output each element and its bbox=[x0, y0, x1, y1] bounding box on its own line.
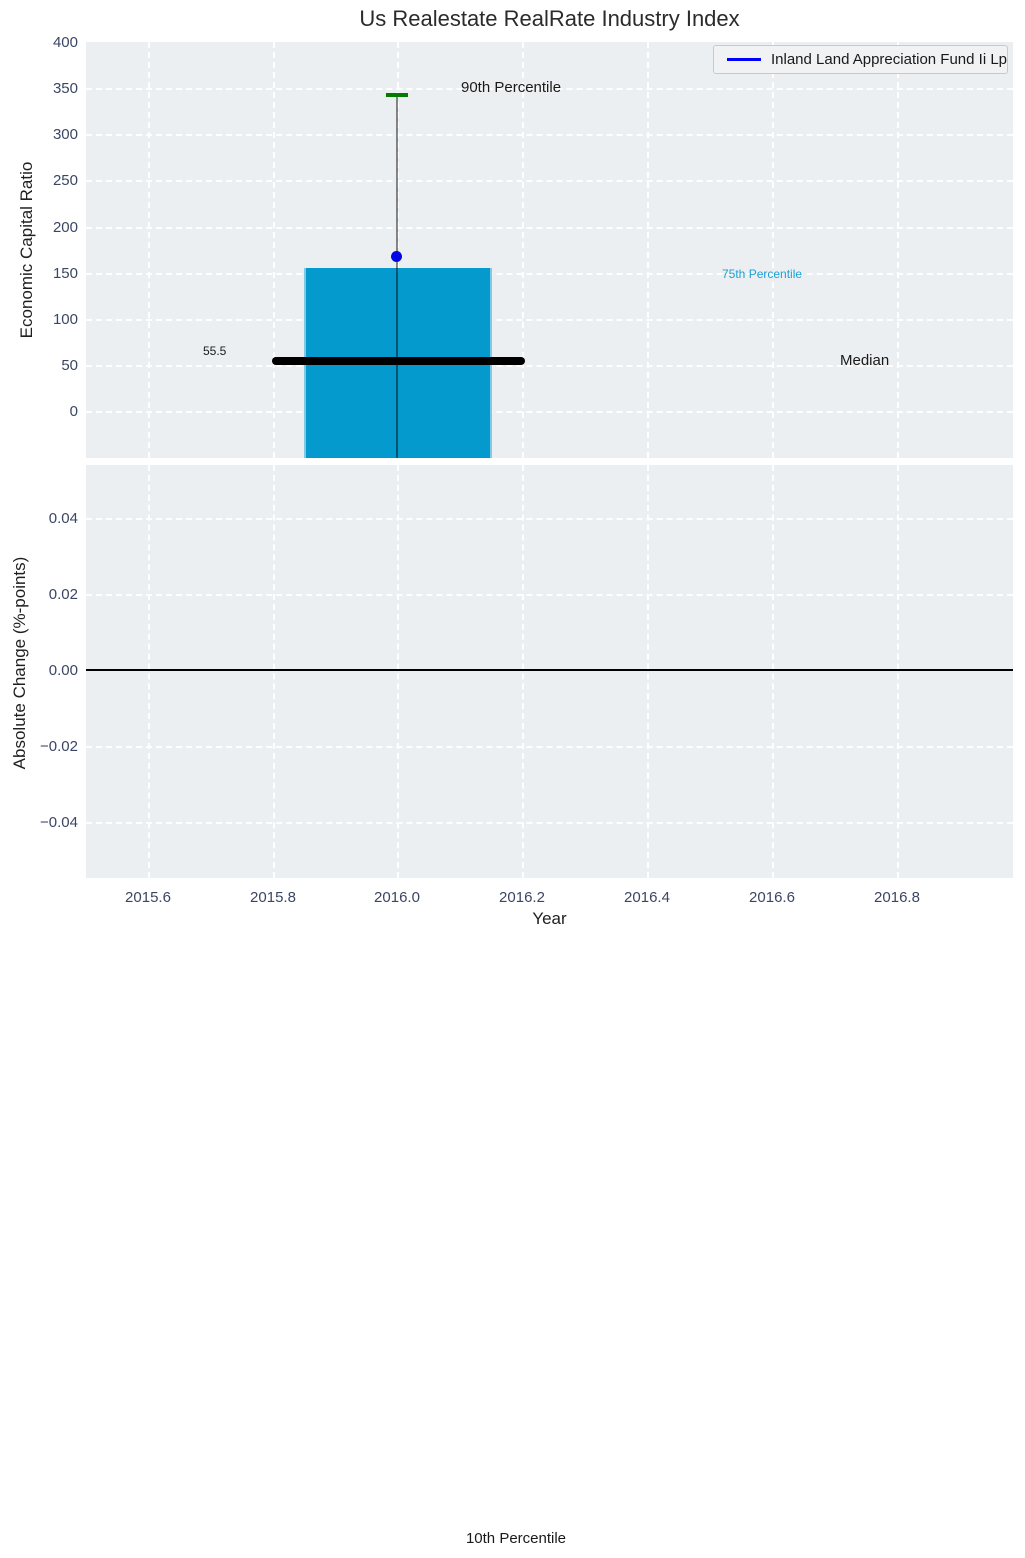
gridline bbox=[397, 42, 399, 458]
gridline bbox=[86, 365, 1013, 367]
y-tick-label: 100 bbox=[52, 311, 78, 328]
x-tick-label: 2016.8 bbox=[874, 889, 920, 906]
y-tick-label: 250 bbox=[52, 172, 78, 189]
gridline bbox=[897, 42, 899, 458]
x-tick-label: 2016.6 bbox=[749, 889, 795, 906]
gridline bbox=[86, 411, 1013, 413]
gridline bbox=[86, 273, 1013, 275]
x-tick-label: 2015.8 bbox=[250, 889, 296, 906]
y-tick-label: 0.00 bbox=[48, 662, 78, 679]
legend-line-sample bbox=[727, 58, 761, 61]
x-tick-label: 2015.6 bbox=[125, 889, 171, 906]
annotation-75th-percentile: 75th Percentile bbox=[722, 267, 803, 281]
gridline bbox=[772, 42, 774, 458]
gridline bbox=[86, 518, 1013, 520]
y-tick-label: 400 bbox=[52, 34, 78, 51]
top-plot-area bbox=[86, 42, 1013, 458]
annotation-median-value: 55.5 bbox=[203, 344, 227, 358]
legend: Inland Land Appreciation Fund Ii Lp bbox=[713, 45, 1008, 74]
annotation-10th-percentile: 10th Percentile bbox=[465, 1530, 567, 1547]
gridline bbox=[86, 822, 1013, 824]
gridline bbox=[86, 594, 1013, 596]
zero-line bbox=[86, 669, 1013, 671]
percentile-whisker-line bbox=[396, 95, 398, 458]
gridline bbox=[273, 465, 275, 878]
gridline bbox=[148, 465, 150, 878]
y-tick-label: 350 bbox=[52, 80, 78, 97]
gridline bbox=[86, 227, 1013, 229]
gridline bbox=[397, 465, 399, 878]
gridline bbox=[86, 88, 1013, 90]
x-axis-label: Year bbox=[532, 909, 567, 928]
gridline bbox=[148, 42, 150, 458]
chart-title: Us Realestate RealRate Industry Index bbox=[359, 6, 740, 31]
gridline bbox=[897, 465, 899, 878]
median-line bbox=[272, 357, 525, 365]
gridline bbox=[86, 319, 1013, 321]
annotation-median: Median bbox=[840, 352, 890, 369]
gridline bbox=[86, 746, 1013, 748]
gridline bbox=[522, 465, 524, 878]
x-tick-label: 2016.2 bbox=[499, 889, 545, 906]
y-tick-label: 50 bbox=[61, 357, 78, 374]
y-tick-label: 0 bbox=[69, 403, 78, 420]
x-tick-label: 2016.4 bbox=[624, 889, 670, 906]
gridline bbox=[86, 180, 1013, 182]
y-tick-label: 150 bbox=[52, 265, 78, 282]
gridline bbox=[772, 465, 774, 878]
y-axis-label-bottom: Absolute Change (%-points) bbox=[10, 556, 29, 770]
y-tick-label: 300 bbox=[52, 126, 78, 143]
y-tick-label: −0.04 bbox=[40, 814, 78, 831]
gridline bbox=[86, 134, 1013, 136]
90th-percentile-cap bbox=[386, 93, 408, 97]
legend-label: Inland Land Appreciation Fund Ii Lp bbox=[771, 51, 1008, 68]
y-tick-label: 200 bbox=[52, 219, 78, 236]
fund-value-marker bbox=[391, 251, 402, 262]
y-tick-label: 0.04 bbox=[48, 510, 78, 527]
y-tick-label: 0.02 bbox=[48, 586, 78, 603]
x-tick-label: 2016.0 bbox=[374, 889, 420, 906]
gridline bbox=[273, 42, 275, 458]
gridline bbox=[647, 465, 649, 878]
bottom-plot-area bbox=[86, 465, 1013, 878]
y-axis-label-top: Economic Capital Ratio bbox=[17, 161, 36, 339]
annotation-90th-percentile: 90th Percentile bbox=[461, 79, 562, 96]
y-tick-label: −0.02 bbox=[40, 738, 78, 755]
gridline bbox=[522, 42, 524, 458]
gridline bbox=[647, 42, 649, 458]
